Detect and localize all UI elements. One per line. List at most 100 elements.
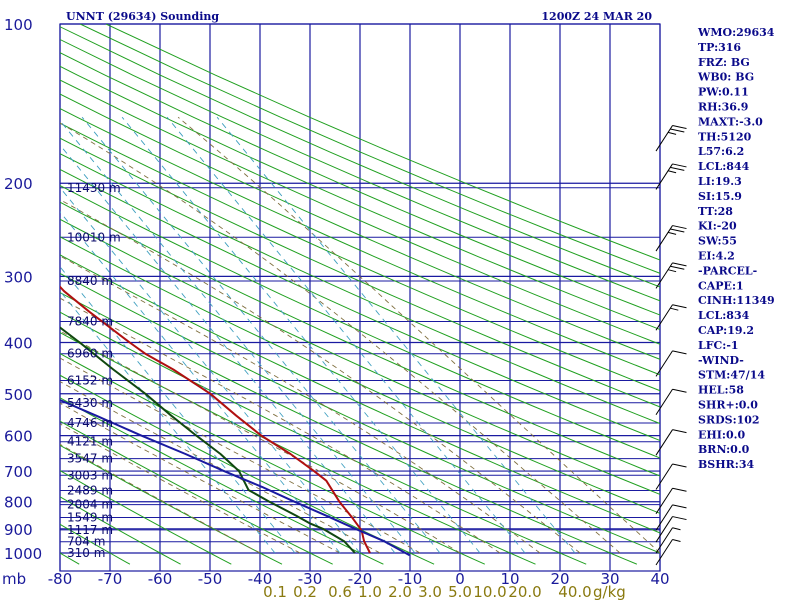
index-item: BSHR:34 bbox=[698, 458, 754, 471]
index-item: CAP:19.2 bbox=[698, 324, 754, 337]
barb-flag bbox=[672, 125, 687, 130]
barb-staff bbox=[655, 516, 673, 543]
index-item: WB0: BG bbox=[697, 71, 754, 84]
mixing-ratio-label: 10.0 bbox=[473, 583, 506, 600]
mixing-ratio-label: 3.0 bbox=[418, 583, 442, 600]
index-item: LCL:834 bbox=[698, 309, 750, 322]
mixing-ratio-line bbox=[60, 290, 276, 554]
wind-barb bbox=[655, 487, 687, 515]
dry-adiabat bbox=[60, 168, 660, 442]
mixing-ratio-line bbox=[60, 144, 396, 554]
temp-tick-label: 30 bbox=[600, 570, 619, 588]
dry-adiabat bbox=[79, 24, 660, 274]
index-item: LCL:844 bbox=[698, 160, 750, 173]
mixing-ratio-line bbox=[60, 120, 416, 554]
barb-staff bbox=[655, 304, 673, 331]
wind-barb bbox=[655, 504, 687, 531]
barb-flag bbox=[672, 504, 687, 509]
mixing-ratio-line bbox=[121, 116, 481, 554]
mixing-ratio-line bbox=[216, 116, 576, 554]
barb-staff bbox=[655, 225, 673, 252]
dry-adiabat bbox=[60, 185, 660, 459]
barb-flag bbox=[670, 265, 685, 270]
dry-adiabat bbox=[60, 137, 660, 408]
wind-barb bbox=[655, 463, 687, 490]
barb-flag bbox=[670, 228, 685, 233]
barb-half bbox=[667, 231, 677, 235]
dry-adiabat bbox=[60, 496, 181, 565]
wind-barb bbox=[655, 539, 681, 566]
moist-adiabat bbox=[60, 402, 341, 554]
barb-flag bbox=[672, 388, 687, 393]
height-label: 10010 m bbox=[67, 230, 121, 244]
barb-half bbox=[672, 539, 681, 542]
moist-adiabat bbox=[60, 381, 381, 554]
wind-barb bbox=[655, 125, 687, 152]
height-label: 4121 m bbox=[67, 435, 113, 449]
wind-barb-layer bbox=[655, 125, 687, 566]
temp-tick-label: -20 bbox=[348, 570, 373, 588]
valid-time: 1200Z 24 MAR 20 bbox=[541, 10, 652, 23]
mixing-ratio-line bbox=[81, 116, 441, 554]
height-label: 1549 m bbox=[67, 511, 113, 525]
dry-adiabat bbox=[60, 420, 333, 565]
wind-barb bbox=[655, 262, 687, 289]
wind-barb bbox=[655, 429, 687, 456]
dry-adiabat bbox=[60, 352, 486, 565]
barb-staff bbox=[655, 463, 673, 490]
dry-adiabat bbox=[0, 24, 29, 564]
barb-staff bbox=[655, 163, 673, 190]
barb-flag bbox=[670, 166, 685, 171]
pressure-label-900: 900 bbox=[4, 521, 33, 539]
index-item: PW:0.11 bbox=[698, 86, 749, 99]
wind-barb bbox=[655, 516, 687, 543]
barb-flag bbox=[672, 163, 687, 168]
height-label: 5430 m bbox=[67, 396, 113, 410]
dry-adiabat bbox=[60, 523, 131, 565]
barb-flag bbox=[672, 516, 687, 521]
mixing-ratio-line bbox=[166, 116, 526, 554]
moist-adiabat bbox=[60, 297, 501, 554]
height-label: 2004 m bbox=[67, 498, 113, 512]
temp-tick-label: 40 bbox=[650, 570, 669, 588]
index-item: EHI:0.0 bbox=[698, 428, 745, 441]
temp-tick-label: -70 bbox=[98, 570, 123, 588]
dry-adiabat bbox=[60, 79, 660, 345]
dry-adiabat bbox=[60, 470, 232, 565]
mixing-ratio-line bbox=[60, 266, 296, 554]
mixing-ratio-line bbox=[60, 186, 361, 554]
dry-adiabat bbox=[60, 397, 384, 565]
dry-adiabat bbox=[60, 291, 638, 565]
index-item: TT:28 bbox=[698, 205, 733, 218]
moist-adiabat bbox=[177, 116, 660, 554]
x-axis-label: mb bbox=[2, 570, 26, 588]
height-label: 310 m bbox=[67, 546, 105, 560]
wind-barb bbox=[655, 388, 687, 416]
adiabat-layer bbox=[0, 24, 660, 565]
index-item: HEL:58 bbox=[698, 384, 744, 397]
mixing-ratio-line bbox=[60, 211, 341, 554]
pressure-label-500: 500 bbox=[4, 386, 33, 404]
parcel-line bbox=[60, 398, 411, 557]
mixing-ratio-label: 0.6 bbox=[328, 583, 352, 600]
mixing-ratio-unit: g/kg bbox=[593, 583, 626, 600]
index-item: WMO:29634 bbox=[697, 26, 775, 39]
mixing-ratio-label: 2.0 bbox=[388, 583, 412, 600]
index-item: SHR+:0.0 bbox=[698, 399, 758, 412]
mixing-ratio-label: 40.0 bbox=[558, 583, 591, 600]
height-label: 11430 m bbox=[67, 181, 121, 195]
moist-adiabat bbox=[60, 122, 621, 554]
index-item: BRN:0.0 bbox=[698, 443, 750, 456]
moist-adiabat bbox=[60, 423, 301, 554]
wind-barb bbox=[655, 527, 681, 554]
pressure-label-300: 300 bbox=[4, 268, 33, 286]
mixing-ratio-label: 0.1 bbox=[263, 583, 287, 600]
temperature-line bbox=[60, 285, 371, 554]
wind-barb bbox=[655, 225, 687, 252]
barb-staff bbox=[655, 429, 673, 456]
index-item: CINH:11349 bbox=[698, 294, 775, 307]
index-item: KI:-20 bbox=[698, 220, 737, 233]
pressure-label-800: 800 bbox=[4, 494, 33, 512]
height-label: 1117 m bbox=[67, 523, 113, 537]
index-item: CAPE:1 bbox=[698, 279, 744, 292]
